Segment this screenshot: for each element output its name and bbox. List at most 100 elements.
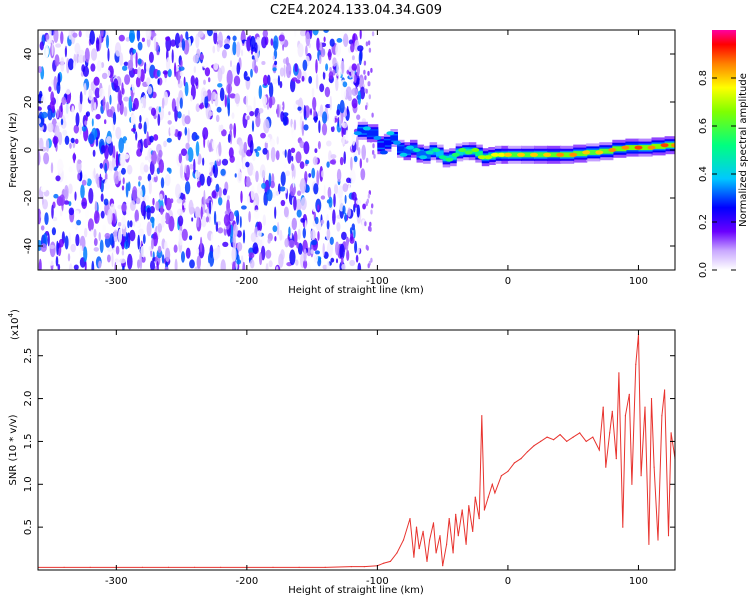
noise-blob xyxy=(72,32,78,38)
noise-blob xyxy=(55,255,59,267)
noise-blob xyxy=(295,99,302,106)
noise-blob xyxy=(234,173,237,178)
noise-blob xyxy=(266,74,271,86)
noise-blob xyxy=(127,181,131,192)
noise-blob xyxy=(59,194,65,206)
noise-blob xyxy=(60,57,65,72)
y-tick-label: 2.5 xyxy=(23,348,34,364)
colorbar-tick-label: 0.6 xyxy=(698,118,709,134)
noise-blob xyxy=(313,183,319,195)
noise-blob xyxy=(140,68,145,83)
noise-blob xyxy=(99,33,102,49)
noise-blob xyxy=(153,35,157,52)
snr-point xyxy=(507,470,509,472)
noise-blob xyxy=(291,155,294,162)
noise-blob xyxy=(107,254,111,263)
noise-blob xyxy=(143,121,147,135)
noise-blob xyxy=(200,206,203,220)
y-tick-label: -20 xyxy=(23,190,34,206)
noise-blob xyxy=(157,245,162,253)
snr-point xyxy=(89,566,91,569)
ridge-point xyxy=(353,131,362,136)
noise-blob xyxy=(135,76,141,88)
x-tick-label: 100 xyxy=(629,576,648,587)
noise-speckle xyxy=(363,69,366,75)
noise-blob xyxy=(246,115,250,121)
noise-blob xyxy=(108,160,113,174)
snr-point xyxy=(585,440,587,442)
snr-point xyxy=(609,432,611,434)
ridge-point xyxy=(556,152,565,157)
noise-blob xyxy=(320,48,326,58)
noise-blob xyxy=(64,235,69,250)
noise-blob xyxy=(126,164,133,175)
noise-blob xyxy=(199,53,204,61)
noise-blob xyxy=(196,216,200,228)
snr-point xyxy=(418,548,420,550)
noise-blob xyxy=(353,155,358,163)
noise-blob xyxy=(247,195,250,212)
noise-blob xyxy=(261,95,268,105)
noise-blob xyxy=(272,225,278,233)
noise-blob xyxy=(195,170,200,179)
noise-blob xyxy=(191,217,194,222)
noise-blob xyxy=(276,103,280,118)
snr-point xyxy=(664,389,666,391)
noise-blob xyxy=(267,104,269,110)
noise-blob xyxy=(150,107,157,117)
noise-blob xyxy=(291,217,297,231)
snr-multiplier-exp: 4 xyxy=(7,312,15,317)
noise-blob xyxy=(307,261,311,270)
noise-blob xyxy=(268,260,273,268)
noise-blob xyxy=(190,75,195,87)
noise-blob xyxy=(109,94,112,105)
snr-point xyxy=(389,560,391,563)
noise-blob xyxy=(361,219,366,231)
noise-blob xyxy=(137,58,142,65)
noise-blob xyxy=(329,159,336,165)
noise-blob xyxy=(257,221,263,232)
noise-blob xyxy=(183,202,188,209)
noise-blob xyxy=(84,227,88,238)
noise-blob xyxy=(353,74,357,84)
noise-blob xyxy=(121,82,124,95)
noise-blob xyxy=(168,111,171,116)
noise-blob xyxy=(49,244,55,249)
noise-blob xyxy=(176,198,183,204)
noise-blob xyxy=(102,95,106,111)
noise-blob xyxy=(131,89,134,103)
noise-blob xyxy=(265,263,269,270)
snr-point xyxy=(494,492,496,494)
noise-blob xyxy=(340,84,347,100)
ridge-point xyxy=(412,148,421,152)
noise-blob xyxy=(292,131,296,139)
noise-blob xyxy=(56,95,59,108)
noise-blob xyxy=(300,197,307,211)
noise-blob xyxy=(322,264,328,270)
noise-blob xyxy=(55,43,61,48)
noise-blob xyxy=(339,156,344,166)
noise-blob xyxy=(185,247,191,259)
noise-speckle xyxy=(364,75,367,81)
noise-blob xyxy=(197,30,204,38)
ridge-point xyxy=(543,152,552,157)
noise-blob xyxy=(67,253,71,262)
noise-blob xyxy=(294,30,297,38)
noise-blob xyxy=(356,63,361,77)
noise-speckle xyxy=(367,70,370,76)
noise-blob xyxy=(308,76,313,84)
noise-blob xyxy=(246,36,252,52)
noise-blob xyxy=(256,146,262,151)
noise-blob xyxy=(103,198,109,206)
noise-blob xyxy=(177,208,181,215)
noise-blob xyxy=(71,224,77,229)
ridge-point xyxy=(425,150,434,155)
noise-blob xyxy=(84,47,90,63)
noise-blob xyxy=(279,67,285,77)
noise-blob xyxy=(236,62,241,75)
noise-blob xyxy=(327,48,332,61)
noise-blob xyxy=(171,49,174,64)
noise-blob xyxy=(285,187,288,194)
noise-blob xyxy=(263,74,268,86)
